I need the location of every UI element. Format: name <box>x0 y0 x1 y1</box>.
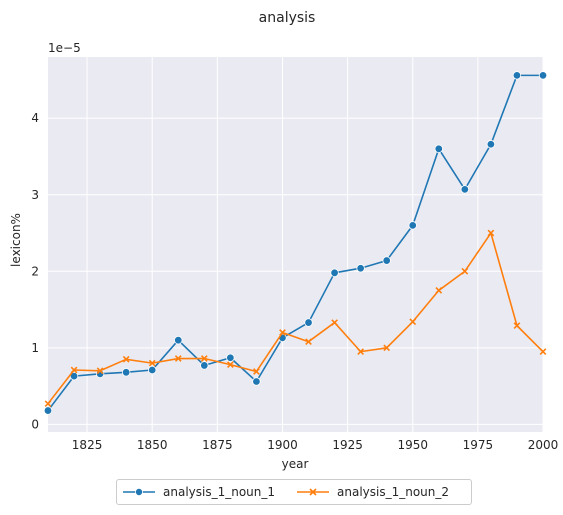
data-point <box>148 365 157 375</box>
data-point <box>174 355 182 362</box>
y-tick-label: 1 <box>31 341 39 355</box>
x-tick-label: 1900 <box>267 438 298 452</box>
x-tick-label: 1875 <box>202 438 233 452</box>
y-tick-label: 4 <box>31 111 39 125</box>
y-tick-label: 3 <box>31 188 39 202</box>
legend-item-series-2: analysis_1_noun_2 <box>297 485 449 499</box>
data-point <box>96 367 104 375</box>
data-point <box>461 267 469 275</box>
data-point <box>252 377 261 386</box>
data-point <box>409 318 417 326</box>
x-tick-label: 1825 <box>72 438 103 452</box>
data-point <box>330 268 339 278</box>
data-point <box>408 221 417 230</box>
series-layer <box>43 71 548 415</box>
series-1 <box>43 71 548 415</box>
chart-title: analysis <box>259 10 316 26</box>
grid-lines <box>48 57 544 432</box>
data-point <box>304 318 313 327</box>
data-point <box>227 361 234 369</box>
data-point <box>174 335 183 345</box>
data-point <box>121 368 131 377</box>
x-tick-label: 2000 <box>528 438 559 452</box>
tick-labels: 1825 1850 1875 1900 1925 1950 1975 2000 0 1 2 3 4 <box>31 111 558 452</box>
data-point <box>70 366 78 374</box>
x-tick-label: 1850 <box>137 438 168 452</box>
data-point <box>512 71 522 80</box>
data-point <box>44 400 52 408</box>
legend: analysis_1_noun_1 analysis_1_noun_2 <box>116 479 472 505</box>
y-axis-offset-label: 1e−5 <box>48 41 81 55</box>
x-tick-label: 1975 <box>463 438 494 452</box>
legend-label-series-1: analysis_1_noun_1 <box>163 485 276 499</box>
plot-area <box>48 57 543 432</box>
y-tick-label: 0 <box>31 417 39 431</box>
x-tick-label: 1950 <box>397 438 428 452</box>
y-axis-label: lexicon% <box>9 213 23 267</box>
data-point <box>356 264 365 273</box>
data-point <box>460 185 470 194</box>
series-line <box>47 74 543 412</box>
legend-line-x-icon <box>297 488 330 496</box>
data-point <box>200 355 208 362</box>
legend-line-circle-icon <box>123 488 155 496</box>
x-axis-label: year <box>282 457 309 471</box>
legend-label-series-2: analysis_1_noun_2 <box>337 485 450 499</box>
data-point <box>435 287 443 294</box>
data-point <box>43 406 53 415</box>
data-point <box>383 344 391 352</box>
series-line <box>47 232 544 405</box>
data-point <box>486 140 496 149</box>
data-point <box>357 348 364 356</box>
data-point <box>382 256 391 265</box>
x-tick-label: 1925 <box>332 438 363 452</box>
data-point <box>487 229 495 237</box>
data-point <box>513 322 521 329</box>
data-point <box>148 359 156 367</box>
data-point <box>279 329 286 336</box>
data-point <box>538 71 548 80</box>
data-point <box>539 348 547 356</box>
series-2 <box>44 229 547 408</box>
legend-item-series-1: analysis_1_noun_1 <box>123 485 275 499</box>
data-point <box>122 355 130 363</box>
data-point <box>226 353 235 362</box>
data-point <box>253 368 260 375</box>
data-point <box>434 144 443 154</box>
data-point <box>305 338 312 346</box>
data-point <box>200 361 209 370</box>
y-tick-label: 2 <box>31 264 39 278</box>
data-point <box>331 319 338 326</box>
